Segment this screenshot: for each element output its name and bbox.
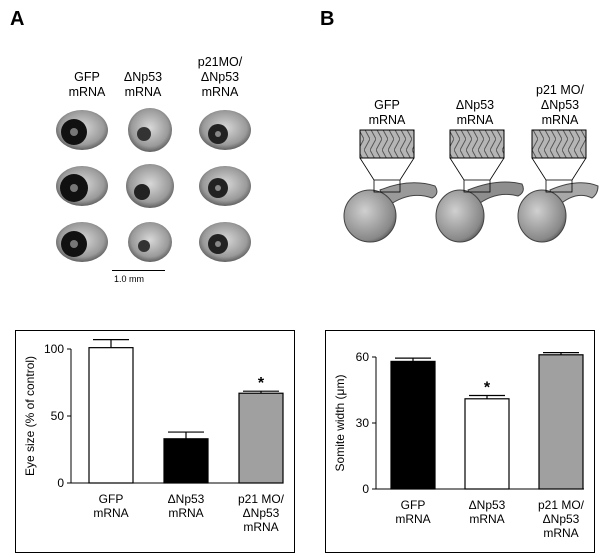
- significance-marker: *: [258, 375, 265, 392]
- x-category-label: mRNA: [93, 506, 128, 520]
- y-tick-label: 0: [57, 476, 64, 490]
- panel-b-letter: B: [320, 8, 335, 30]
- embryo-image-p21mo: [517, 129, 599, 243]
- eye-image-gfp-3: [56, 222, 108, 262]
- x-category-label: mRNA: [395, 512, 430, 526]
- eye-images-grid: [56, 108, 251, 262]
- chart-a-frame: 0 50 100 Eye size (% of control) GFP mRNA ΔNp5…: [15, 330, 295, 553]
- y-tick-label: 30: [356, 416, 370, 430]
- eye-image-p21mo-1: [199, 110, 251, 150]
- scale-bar-label: 1.0 mm: [114, 274, 145, 284]
- x-category-label: mRNA: [168, 506, 203, 520]
- x-category-label: ΔNp53: [543, 512, 580, 526]
- panel-b-col-label-p21mo: p21 MO/ΔNp53 mRNA: [536, 83, 584, 127]
- x-category-label: mRNA: [243, 520, 278, 534]
- x-category-label: p21 MO/: [238, 492, 285, 506]
- panel-a-letter: A: [10, 8, 25, 30]
- y-tick-label: 60: [356, 350, 370, 364]
- bar: [88, 347, 134, 484]
- x-category-label: GFP: [401, 498, 426, 512]
- panel-a-col-label-dnp53: ΔNp53 mRNA: [123, 70, 163, 99]
- bar: [464, 398, 510, 490]
- significance-marker: *: [484, 380, 491, 397]
- panel-a-col-label-p21mo: p21MO/ΔNp53 mRNA: [197, 55, 243, 99]
- x-category-label: mRNA: [469, 512, 504, 526]
- embryo-image-gfp: [343, 129, 438, 243]
- eye-image-dnp53-3: [128, 222, 172, 262]
- eye-image-dnp53-1: [128, 108, 172, 152]
- embryo-images-row: [343, 129, 599, 243]
- panel-b-col-label-dnp53: ΔNp53 mRNA: [455, 98, 495, 127]
- bar: [163, 438, 209, 484]
- bar: [390, 360, 436, 490]
- panel-b-col-label-gfp: GFP mRNA: [368, 98, 406, 127]
- x-category-label: GFP: [99, 492, 124, 506]
- y-tick-label: 0: [362, 482, 369, 496]
- eye-image-dnp53-2: [126, 164, 174, 208]
- x-category-label: p21 MO/: [538, 498, 585, 512]
- scale-bar-line: [112, 270, 165, 271]
- y-axis-label: Eye size (% of control): [23, 356, 37, 476]
- chart-b-frame: 0 30 60 Somite width (μm) GFP mRNA * ΔNp53 mRNA p…: [325, 330, 595, 553]
- eye-image-gfp-1: [56, 110, 108, 150]
- eye-image-gfp-2: [56, 166, 108, 206]
- x-category-label: ΔNp53: [168, 492, 205, 506]
- y-axis-label: Somite width (μm): [333, 375, 347, 472]
- panel-a-col-label-gfp: GFP mRNA: [68, 70, 106, 99]
- bar: [538, 354, 584, 490]
- y-tick-label: 100: [44, 342, 64, 356]
- x-category-label: ΔNp53: [469, 498, 506, 512]
- eye-image-p21mo-2: [199, 166, 251, 206]
- x-category-label: ΔNp53: [243, 506, 280, 520]
- eye-image-p21mo-3: [199, 222, 251, 262]
- y-tick-label: 50: [51, 409, 65, 423]
- x-category-label: mRNA: [543, 526, 578, 540]
- bar: [238, 392, 284, 484]
- embryo-image-dnp53: [435, 129, 524, 243]
